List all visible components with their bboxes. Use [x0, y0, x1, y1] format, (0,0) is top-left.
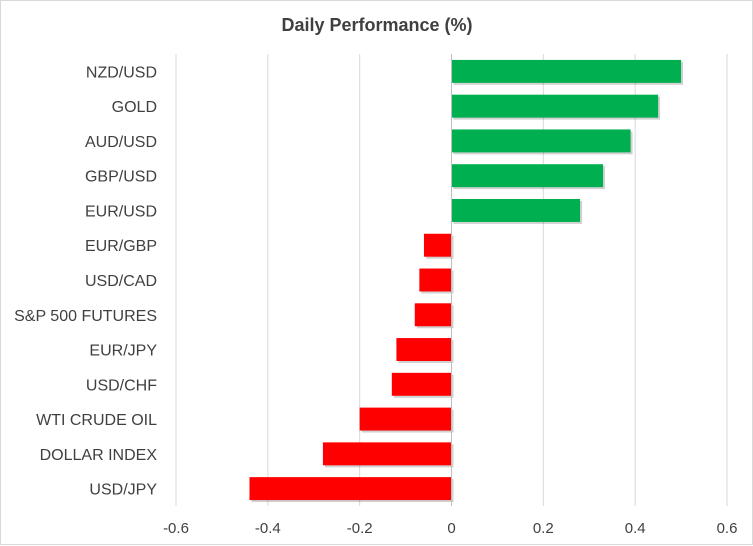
bar-gbp-usd: [451, 164, 604, 188]
bar-aud-usd: [451, 129, 631, 153]
bar-eur-jpy: [396, 338, 452, 362]
x-axis-tick-labels: -0.6 -0.4 -0.2 0 0.2 0.4 0.6: [163, 520, 737, 537]
category-label: S&P 500 FUTURES: [14, 308, 157, 325]
category-label: AUD/USD: [85, 134, 157, 151]
gridlines: [175, 54, 728, 506]
category-label: EUR/USD: [85, 203, 157, 220]
bar-usd-jpy: [249, 477, 452, 501]
bars: [249, 59, 684, 503]
category-label: GBP/USD: [85, 169, 157, 186]
category-label: WTI CRUDE OIL: [36, 412, 157, 429]
category-label: GOLD: [112, 99, 157, 116]
category-label: DOLLAR INDEX: [40, 447, 158, 464]
category-labels: NZD/USD GOLD AUD/USD GBP/USD EUR/USD EUR/GBP U…: [14, 64, 157, 498]
x-tick-label: -0.6: [163, 520, 189, 537]
bar-eur-gbp: [423, 233, 452, 257]
bar-nzd-usd: [451, 59, 682, 83]
bar-wti-crude-oil: [359, 407, 452, 431]
category-label: EUR/GBP: [85, 238, 157, 255]
bar-s-p-500-futures: [414, 303, 452, 327]
category-label: USD/CAD: [85, 273, 157, 290]
category-label: USD/CHF: [86, 377, 157, 394]
bar-dollar-index: [322, 442, 452, 466]
x-tick-label: 0: [447, 520, 455, 537]
x-tick-label: 0.2: [533, 520, 554, 537]
category-label: USD/JPY: [89, 482, 157, 499]
bar-gold: [451, 94, 659, 118]
bar-usd-cad: [419, 268, 452, 292]
bar-usd-chf: [391, 372, 452, 396]
chart-title: Daily Performance (%): [281, 15, 472, 35]
category-label: EUR/JPY: [89, 343, 157, 360]
x-tick-label: 0.4: [625, 520, 646, 537]
x-tick-label: 0.6: [717, 520, 738, 537]
bar-eur-usd: [451, 198, 581, 222]
x-tick-label: -0.2: [347, 520, 373, 537]
category-label: NZD/USD: [86, 64, 157, 81]
x-tick-label: -0.4: [255, 520, 281, 537]
